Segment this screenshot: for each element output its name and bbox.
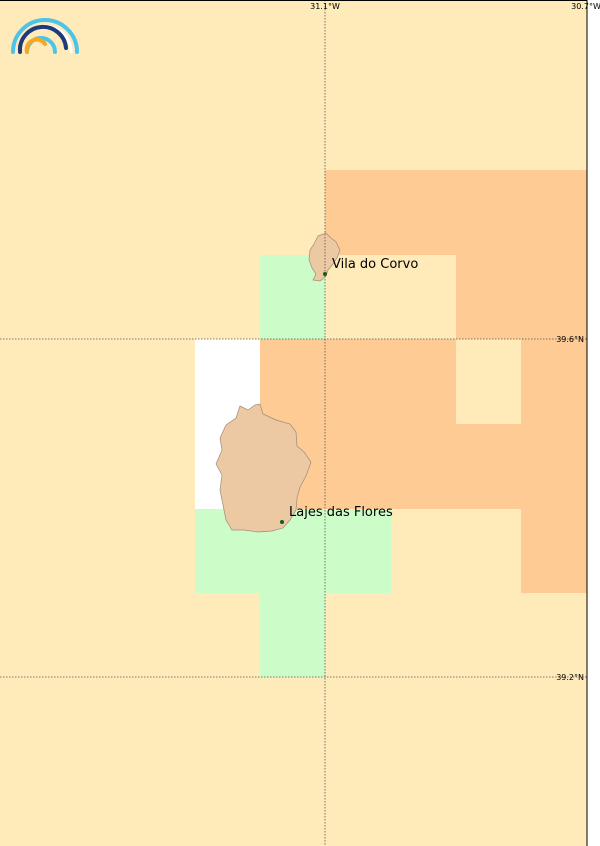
place-label: Vila do Corvo xyxy=(332,257,418,272)
place-dot xyxy=(323,272,327,276)
cell xyxy=(195,509,391,593)
lat-label: 39.2°N xyxy=(556,673,584,682)
cell xyxy=(456,424,521,509)
lon-label: 31.1°W xyxy=(310,2,340,11)
lat-label: 39.6°N xyxy=(556,335,584,344)
place-label: Lajes das Flores xyxy=(289,505,393,520)
island-flores xyxy=(215,403,312,533)
cell xyxy=(260,593,325,677)
cell xyxy=(521,339,587,593)
logo xyxy=(11,18,79,54)
lon-label: 30.7°W xyxy=(571,2,600,11)
island-corvo xyxy=(308,232,341,282)
cell xyxy=(325,170,587,255)
cell xyxy=(456,255,587,339)
place-dot xyxy=(280,520,284,524)
